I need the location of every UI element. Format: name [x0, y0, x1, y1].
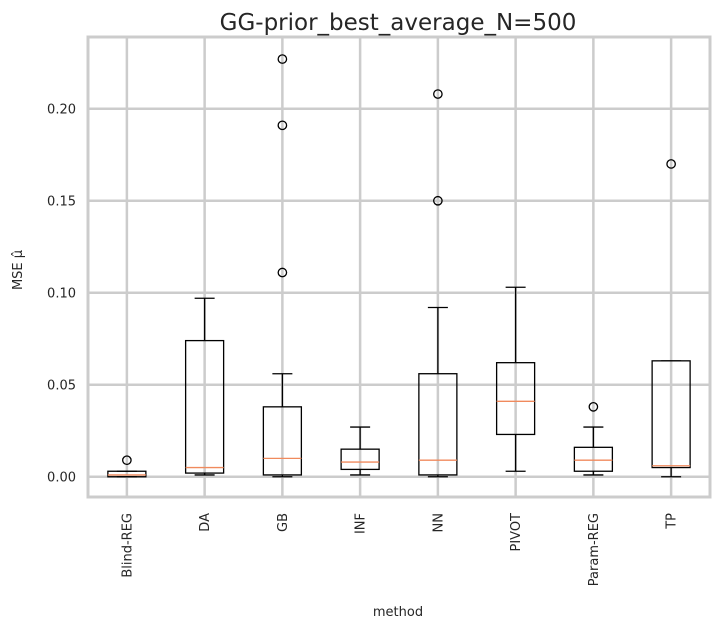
plot-frame	[86, 35, 712, 499]
iqr-box	[495, 362, 536, 436]
outlier-point	[277, 120, 288, 131]
x-tick-label: NN	[431, 513, 446, 532]
y-tick-label: 0.05	[47, 378, 76, 393]
x-tick-label: TP	[665, 513, 680, 530]
x-tick-label: PIVOT	[509, 513, 524, 552]
outlier-point	[433, 195, 443, 206]
outlier-point	[277, 267, 288, 278]
outlier-point	[433, 89, 443, 99]
box-blind-reg	[107, 455, 147, 478]
y-tick-label: 0.20	[47, 102, 76, 117]
y-tick-label: 0.00	[47, 470, 76, 485]
boxes-layer	[107, 54, 691, 478]
x-tick-label: Blind-REG	[120, 513, 135, 578]
iqr-box	[418, 373, 458, 476]
outlier-point	[277, 54, 288, 64]
iqr-box	[262, 406, 303, 476]
outlier-point	[588, 401, 599, 412]
x-tick-label: INF	[354, 513, 369, 534]
x-tick-label: GB	[276, 513, 291, 532]
x-axis-label: method	[373, 605, 423, 620]
box-param-reg	[573, 401, 614, 476]
box-nn	[418, 89, 458, 478]
outlier-point	[122, 455, 132, 466]
box-da	[184, 297, 225, 476]
iqr-box	[184, 339, 225, 474]
box-gb	[262, 54, 303, 478]
x-tick-label: Param-REG	[587, 513, 602, 586]
chart-title: GG-prior_best_average_N=500	[220, 10, 577, 36]
box-inf	[340, 426, 380, 476]
y-tick-label: 0.15	[47, 194, 76, 209]
tick-labels-layer: 0.00 0.05 0.10 0.15 0.20 Blind-REG DA GB INF NN PI…	[47, 102, 680, 586]
iqr-box	[651, 360, 691, 469]
y-tick-label: 0.10	[47, 286, 76, 301]
y-axis-label: MSE μ̂	[11, 250, 26, 290]
grid-layer	[88, 37, 710, 497]
box-tp	[651, 159, 691, 478]
iqr-box	[573, 446, 614, 472]
box-pivot	[495, 286, 536, 472]
iqr-box	[107, 470, 147, 478]
iqr-box	[340, 448, 380, 471]
outlier-point	[666, 159, 676, 169]
x-tick-label: DA	[198, 513, 213, 532]
